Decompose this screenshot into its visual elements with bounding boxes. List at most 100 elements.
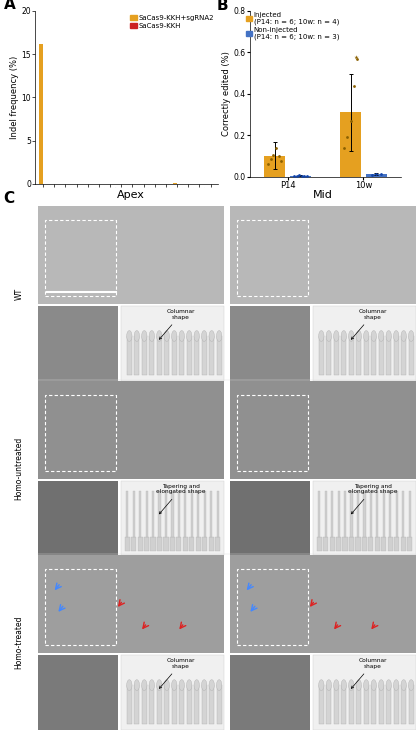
Bar — [201, 685, 207, 724]
Text: WT: WT — [15, 288, 23, 300]
Bar — [171, 336, 177, 375]
Bar — [210, 491, 212, 537]
Bar — [364, 336, 369, 375]
Point — [347, 115, 354, 126]
Ellipse shape — [201, 680, 207, 691]
Ellipse shape — [386, 680, 391, 691]
Bar — [186, 685, 192, 724]
Text: Mid: Mid — [313, 191, 333, 200]
Bar — [189, 537, 194, 551]
Bar — [313, 306, 416, 381]
Bar — [179, 336, 184, 375]
Bar — [230, 207, 416, 304]
Bar — [375, 537, 380, 551]
Point — [301, 170, 307, 182]
Bar — [313, 656, 416, 730]
Bar — [334, 685, 339, 724]
Text: Columnar
shape: Columnar shape — [159, 309, 195, 339]
Bar — [313, 480, 416, 556]
Bar — [121, 306, 224, 381]
Ellipse shape — [171, 680, 177, 691]
Bar — [38, 207, 224, 304]
Point — [291, 170, 298, 182]
Bar — [176, 537, 181, 551]
Text: B: B — [216, 0, 228, 12]
Ellipse shape — [179, 680, 184, 691]
Bar — [324, 491, 327, 537]
Ellipse shape — [186, 680, 192, 691]
Bar — [349, 537, 354, 551]
Bar — [158, 491, 161, 537]
Bar — [344, 491, 346, 537]
Bar — [179, 685, 184, 724]
Text: Columnar
shape: Columnar shape — [352, 309, 387, 339]
Ellipse shape — [371, 680, 376, 691]
Bar — [388, 537, 393, 551]
Bar — [401, 537, 406, 551]
Bar — [341, 685, 347, 724]
Bar — [386, 685, 391, 724]
Point — [275, 150, 282, 162]
Ellipse shape — [134, 331, 139, 342]
Ellipse shape — [149, 680, 154, 691]
Bar — [39, 44, 43, 184]
Bar — [121, 480, 224, 556]
Bar — [336, 537, 341, 551]
Bar — [364, 491, 366, 537]
Ellipse shape — [334, 680, 339, 691]
Bar — [337, 491, 339, 537]
Ellipse shape — [341, 331, 347, 342]
Bar — [319, 685, 324, 724]
Point — [265, 158, 271, 170]
Bar — [368, 537, 374, 551]
Bar — [38, 556, 224, 653]
Text: Tapering and
elongated shape: Tapering and elongated shape — [156, 484, 206, 514]
Bar — [152, 491, 154, 537]
Bar — [38, 306, 118, 381]
Ellipse shape — [149, 331, 154, 342]
Bar — [217, 491, 219, 537]
Ellipse shape — [171, 331, 177, 342]
Ellipse shape — [156, 680, 162, 691]
Ellipse shape — [401, 680, 406, 691]
Ellipse shape — [326, 680, 332, 691]
Bar — [349, 685, 354, 724]
Bar — [133, 491, 135, 537]
Ellipse shape — [349, 680, 354, 691]
Bar — [319, 336, 324, 375]
Text: Homo-treated: Homo-treated — [15, 616, 23, 669]
Text: Homo-untreated: Homo-untreated — [15, 437, 23, 500]
Ellipse shape — [209, 331, 214, 342]
Bar — [194, 336, 199, 375]
Bar — [151, 537, 156, 551]
Bar — [201, 336, 207, 375]
Point — [270, 149, 277, 161]
Bar — [238, 569, 308, 645]
Bar — [230, 656, 310, 730]
Ellipse shape — [134, 680, 139, 691]
Bar — [209, 537, 214, 551]
Bar — [209, 336, 214, 375]
Bar — [376, 491, 379, 537]
Ellipse shape — [379, 331, 384, 342]
Bar — [38, 381, 224, 479]
Bar — [138, 537, 143, 551]
Bar — [383, 491, 385, 537]
Text: Tapering and
elongated shape: Tapering and elongated shape — [348, 484, 397, 514]
Bar — [334, 336, 339, 375]
Ellipse shape — [409, 680, 414, 691]
Bar — [357, 491, 359, 537]
Bar — [163, 537, 168, 551]
Point — [294, 170, 300, 182]
Bar — [409, 336, 414, 375]
Ellipse shape — [126, 680, 132, 691]
Ellipse shape — [356, 331, 362, 342]
Ellipse shape — [379, 680, 384, 691]
Point — [267, 153, 274, 165]
Bar — [379, 685, 384, 724]
Bar — [394, 336, 399, 375]
Bar — [386, 336, 391, 375]
Point — [369, 169, 375, 181]
Bar — [381, 537, 386, 551]
Legend: Injected
(P14: n = 6; 10w: n = 4), Non-injected
(P14: n = 6; 10w: n = 3): Injected (P14: n = 6; 10w: n = 4), Non-i… — [245, 11, 340, 41]
